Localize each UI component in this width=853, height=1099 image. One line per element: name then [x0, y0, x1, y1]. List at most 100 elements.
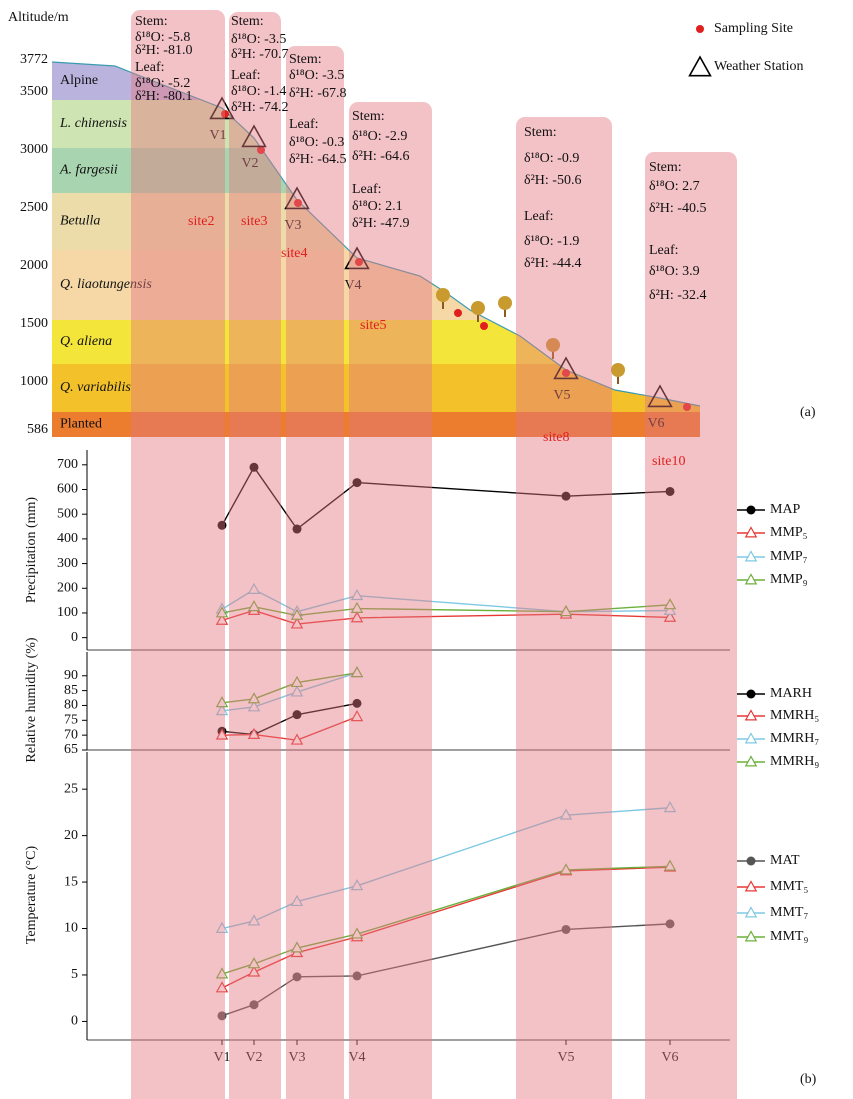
isotope-text: δ¹⁸O: -0.9	[524, 151, 579, 166]
site-label: site2	[188, 214, 214, 229]
y-tick-label: 80	[64, 698, 78, 713]
y-tick-label: 5	[71, 967, 78, 982]
legend-marker	[746, 757, 756, 766]
sample-box	[229, 12, 281, 1099]
site-label: site4	[281, 246, 307, 261]
y-tick-label: 75	[64, 713, 78, 728]
isotope-text: δ²H: -50.6	[524, 173, 581, 188]
y-tick-label: 586	[27, 422, 48, 437]
zone-label: A. fargesii	[59, 163, 118, 178]
isotope-text: δ¹⁸O: -1.9	[524, 234, 579, 249]
sampling-site	[454, 309, 462, 317]
y-tick-label: 2000	[20, 258, 48, 273]
legend-label: MMT₅	[770, 879, 808, 894]
site-label: site3	[241, 214, 267, 229]
tree-crown	[611, 363, 625, 377]
legend-marker	[746, 734, 756, 743]
legend-label: MAP	[770, 502, 801, 517]
isotope-text: Leaf:	[352, 182, 382, 197]
y-tick-label: 700	[57, 457, 78, 472]
sample-box	[131, 10, 225, 1099]
isotope-text: Stem:	[135, 14, 168, 29]
isotope-text: δ¹⁸O: -3.5	[231, 32, 286, 47]
isotope-text: δ¹⁸O: 2.7	[649, 179, 700, 194]
sample-box	[286, 46, 344, 1099]
legend-label: MMT₉	[770, 929, 808, 944]
legend-marker	[696, 25, 704, 33]
site-label: site8	[543, 430, 569, 445]
y-tick-label: 600	[57, 482, 78, 497]
isotope-text: Leaf:	[135, 60, 165, 75]
y-tick-label: 90	[64, 668, 78, 683]
site-label: site5	[360, 318, 386, 333]
y-tick-label: 65	[64, 742, 78, 757]
isotope-text: Leaf:	[524, 209, 554, 224]
isotope-text: Leaf:	[649, 243, 679, 258]
y-tick-label: 70	[64, 727, 78, 742]
isotope-text: δ²H: -74.2	[231, 100, 288, 115]
isotope-text: δ²H: -67.8	[289, 86, 346, 101]
isotope-text: δ²H: -47.9	[352, 216, 409, 231]
isotope-text: δ²H: -81.0	[135, 43, 192, 58]
legend-marker	[746, 711, 756, 720]
y-tick-label: 1000	[20, 374, 48, 389]
y-tick-label: 15	[64, 874, 78, 889]
legend-marker	[690, 57, 711, 76]
isotope-text: Stem:	[649, 160, 682, 175]
isotope-text: δ²H: -80.1	[135, 89, 192, 104]
zone-label: Q. variabilis	[60, 380, 131, 395]
y-tick-label: 0	[71, 630, 78, 645]
isotope-text: δ²H: -70.7	[231, 47, 288, 62]
isotope-text: Stem:	[524, 125, 557, 140]
legend-label: Weather Station	[714, 59, 803, 74]
legend-label: MMP₇	[770, 549, 808, 564]
legend-label: MMP₅	[770, 525, 808, 540]
legend-marker	[746, 575, 756, 584]
y-tick-label: 200	[57, 580, 78, 595]
y-tick-label: 25	[64, 781, 78, 796]
panel-label: (a)	[800, 405, 816, 420]
isotope-text: δ²H: -44.4	[524, 256, 581, 271]
axis-title: Precipitation (mm)	[24, 497, 39, 603]
legend-label: MARH	[770, 686, 812, 701]
sample-box	[349, 102, 432, 1099]
isotope-text: Stem:	[231, 14, 264, 29]
legend-label: MMRH₅	[770, 708, 819, 723]
figure: Altitude/m586100015002000250030003500377…	[0, 0, 853, 1099]
isotope-text: δ¹⁸O: 2.1	[352, 199, 403, 214]
tree-crown	[436, 288, 450, 302]
isotope-text: δ¹⁸O: -2.9	[352, 129, 407, 144]
isotope-text: δ²H: -32.4	[649, 288, 706, 303]
isotope-text: δ²H: -64.5	[289, 152, 346, 167]
isotope-text: Stem:	[352, 109, 385, 124]
zone-label: Alpine	[60, 73, 98, 88]
y-tick-label: 100	[57, 605, 78, 620]
tree-crown	[498, 296, 512, 310]
legend-marker	[747, 857, 756, 866]
y-tick-label: 400	[57, 531, 78, 546]
y-tick-label: 10	[64, 921, 78, 936]
legend-marker	[746, 908, 756, 917]
legend-label: MMRH₇	[770, 731, 819, 746]
axis-title: Temperature (°C)	[24, 846, 39, 945]
y-tick-label: 1500	[20, 316, 48, 331]
isotope-text: δ²H: -64.6	[352, 149, 409, 164]
y-tick-label: 3500	[20, 84, 48, 99]
y-tick-label: 20	[64, 828, 78, 843]
isotope-text: δ¹⁸O: -0.3	[289, 135, 344, 150]
y-tick-label: 3000	[20, 142, 48, 157]
site-label: site10	[652, 454, 685, 469]
legend-marker	[747, 690, 756, 699]
legend-marker	[746, 882, 756, 891]
y-tick-label: 0	[71, 1014, 78, 1029]
legend-label: MAT	[770, 853, 800, 868]
isotope-text: Leaf:	[289, 117, 319, 132]
isotope-text: Stem:	[289, 52, 322, 67]
legend-marker	[746, 528, 756, 537]
legend-marker	[747, 506, 756, 515]
y-tick-label: 300	[57, 556, 78, 571]
legend-marker	[746, 932, 756, 941]
zone-label: Betulla	[60, 214, 100, 229]
isotope-text: δ¹⁸O: -1.4	[231, 84, 286, 99]
isotope-text: δ²H: -40.5	[649, 201, 706, 216]
